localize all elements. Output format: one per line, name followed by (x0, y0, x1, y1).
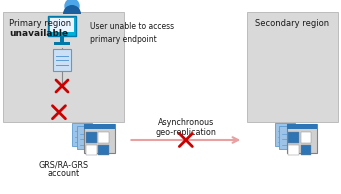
Bar (247, 12, 338, 122)
Text: GRS/RA-GRS: GRS/RA-GRS (39, 160, 89, 169)
Bar (54, 42, 70, 45)
Bar (48, 16, 76, 36)
Bar (98, 145, 109, 155)
Text: Primary region: Primary region (10, 19, 72, 28)
Text: account: account (48, 169, 80, 178)
Bar (288, 132, 299, 143)
Bar (86, 145, 97, 155)
Bar (84, 124, 115, 130)
Bar (288, 145, 299, 155)
Text: Secondary region: Secondary region (255, 19, 329, 28)
Bar (286, 124, 317, 130)
Text: unavailable: unavailable (10, 29, 69, 38)
Bar (275, 123, 295, 146)
Bar (84, 124, 115, 153)
Bar (72, 123, 92, 146)
Bar (301, 132, 311, 143)
Bar (53, 49, 71, 71)
Bar (3, 12, 124, 122)
Circle shape (65, 0, 79, 13)
Bar (50, 18, 74, 32)
Bar (98, 132, 109, 143)
Text: geo-replication: geo-replication (155, 128, 216, 137)
Text: User unable to access
primary endpoint: User unable to access primary endpoint (90, 22, 174, 43)
Bar (301, 145, 311, 155)
Bar (60, 36, 64, 42)
Bar (279, 126, 299, 149)
Bar (86, 132, 97, 143)
Bar (77, 126, 97, 149)
Bar (286, 124, 317, 153)
Wedge shape (63, 5, 81, 14)
Text: Asynchronous: Asynchronous (158, 118, 214, 127)
